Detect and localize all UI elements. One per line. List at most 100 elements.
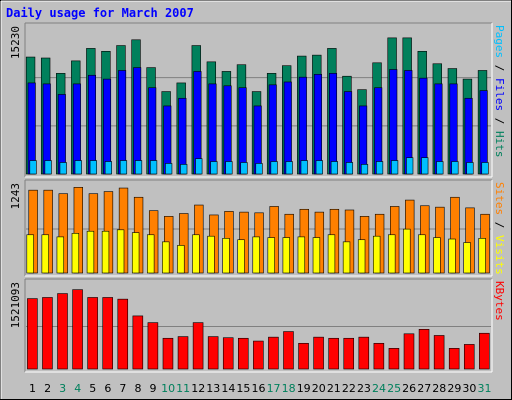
panel-visits-bar-visits-15	[237, 239, 245, 274]
panel-requests-bar-files-3	[57, 94, 66, 175]
panel-requests-bar-pages-5	[89, 160, 97, 175]
panel-visits-bar-visits-24	[372, 235, 381, 274]
day-label-6: 6	[104, 382, 111, 395]
day-label-24: 24	[372, 382, 386, 395]
day-label-1: 1	[29, 382, 36, 395]
panel-requests-bar-files-13	[208, 83, 217, 175]
panel-kbytes-bar-kbytes-15	[238, 337, 249, 370]
panel-requests-bar-pages-17	[270, 161, 278, 175]
day-label-2: 2	[44, 382, 51, 395]
panel-visits-bar-visits-23	[357, 239, 366, 274]
day-label-16: 16	[252, 382, 266, 395]
panel-requests-bar-files-14	[223, 85, 232, 175]
panel-kbytes-bar-kbytes-14	[222, 337, 234, 370]
panel-requests-legend-part-1: /	[493, 58, 506, 78]
day-label-4: 4	[74, 382, 81, 395]
panel-kbytes-bar-kbytes-29	[448, 348, 460, 370]
panel-requests-bar-files-18	[283, 81, 292, 175]
panel-requests-bar-files-25	[389, 69, 398, 175]
panel-requests-bar-pages-11	[180, 164, 188, 175]
day-label-23: 23	[357, 382, 371, 395]
panel-visits-bar-visits-19	[297, 236, 306, 274]
day-label-22: 22	[342, 382, 356, 395]
panel-requests-bar-pages-15	[240, 162, 248, 175]
day-label-31: 31	[477, 382, 491, 395]
panel-visits-bar-visits-8	[131, 232, 140, 274]
panel-kbytes-scale-label: 1521093	[9, 282, 22, 328]
panel-requests-bar-pages-3	[59, 162, 67, 175]
panel-requests-bar-files-15	[238, 87, 247, 175]
panel-requests-bar-files-24	[374, 87, 383, 175]
panel-kbytes-legend: KBytes	[493, 281, 506, 321]
panel-kbytes-bar-kbytes-2	[42, 297, 53, 370]
panel-requests-bar-pages-20	[315, 160, 323, 175]
panel-requests-bar-pages-7	[119, 160, 128, 175]
panel-requests-bar-files-23	[359, 105, 368, 175]
day-label-13: 13	[206, 382, 220, 395]
panel-kbytes-bar-kbytes-23	[358, 336, 370, 370]
panel-visits-bar-visits-6	[101, 230, 110, 274]
panel-visits-bar-visits-7	[116, 229, 125, 274]
panel-requests-bar-pages-30	[466, 162, 474, 175]
panel-requests-bar-files-17	[268, 84, 277, 175]
day-label-21: 21	[327, 382, 341, 395]
panel-visits-bar-visits-27	[418, 234, 426, 274]
panel-visits-bar-visits-21	[327, 234, 336, 274]
panel-requests-bar-files-31	[479, 90, 488, 175]
panel-requests-bar-pages-26	[406, 157, 414, 175]
panel-kbytes-bar-kbytes-3	[57, 293, 68, 370]
day-label-14: 14	[221, 382, 235, 395]
panel-requests-bar-pages-25	[391, 160, 399, 175]
panel-requests-bar-pages-23	[360, 164, 369, 175]
day-label-17: 17	[267, 382, 281, 395]
panel-kbytes-bar-kbytes-24	[373, 342, 385, 370]
panel-kbytes-bar-kbytes-18	[283, 331, 294, 370]
panel-kbytes-bar-kbytes-22	[343, 337, 355, 370]
panel-kbytes-bar-kbytes-13	[207, 336, 219, 370]
day-label-8: 8	[134, 382, 141, 395]
panel-visits-bar-visits-31	[478, 238, 486, 274]
panel-kbytes-bar-kbytes-31	[479, 332, 490, 370]
panel-kbytes-bar-kbytes-7	[117, 298, 129, 370]
panel-requests-bar-pages-13	[210, 161, 218, 175]
day-label-27: 27	[417, 382, 431, 395]
panel-visits-bar-visits-9	[147, 234, 155, 274]
panel-visits-bar-visits-3	[56, 236, 65, 274]
panel-requests-bar-pages-6	[104, 161, 112, 175]
panel-requests-legend-part-4: Hits	[493, 131, 506, 158]
panel-visits-bar-visits-26	[403, 228, 411, 274]
panel-visits-bar-visits-17	[267, 237, 275, 274]
panel-visits-scale-label: 1243	[9, 183, 22, 210]
day-label-18: 18	[282, 382, 296, 395]
panel-requests-bar-pages-24	[376, 161, 384, 175]
panel-kbytes-bar-kbytes-25	[388, 348, 400, 370]
panel-visits-bar-visits-1	[26, 234, 34, 274]
panel-kbytes-bar-kbytes-8	[132, 315, 144, 370]
panel-kbytes-bar-kbytes-21	[328, 337, 339, 370]
panel-kbytes-bar-kbytes-20	[313, 336, 324, 370]
panel-kbytes-bar-kbytes-10	[162, 337, 174, 370]
panel-visits-bar-visits-16	[252, 236, 260, 274]
panel-visits-bar-visits-5	[86, 230, 95, 274]
day-label-25: 25	[387, 382, 401, 395]
panel-requests-scale-label: 15230	[9, 26, 22, 59]
panel-requests-bar-files-20	[313, 74, 322, 175]
panel-visits-bar-visits-4	[71, 233, 80, 274]
panel-requests-legend-part-0: Pages	[493, 25, 506, 58]
panel-visits-legend: Sites / Visits	[493, 182, 506, 275]
panel-requests-bar-files-19	[298, 76, 307, 175]
panel-requests-bar-files-11	[178, 97, 187, 175]
panel-kbytes-bar-kbytes-12	[192, 322, 204, 370]
day-label-3: 3	[59, 382, 66, 395]
panel-kbytes-bar-kbytes-4	[72, 289, 83, 370]
day-label-19: 19	[297, 382, 311, 395]
panel-requests-bar-pages-22	[345, 162, 354, 175]
panel-visits-bar-visits-30	[463, 242, 471, 274]
day-label-12: 12	[191, 382, 205, 395]
panel-requests-bar-files-22	[344, 91, 353, 175]
panel-requests-bar-pages-9	[150, 160, 158, 175]
panel-kbytes-bar-kbytes-19	[298, 342, 309, 370]
day-label-5: 5	[89, 382, 96, 395]
panel-requests-bar-files-21	[329, 73, 338, 175]
